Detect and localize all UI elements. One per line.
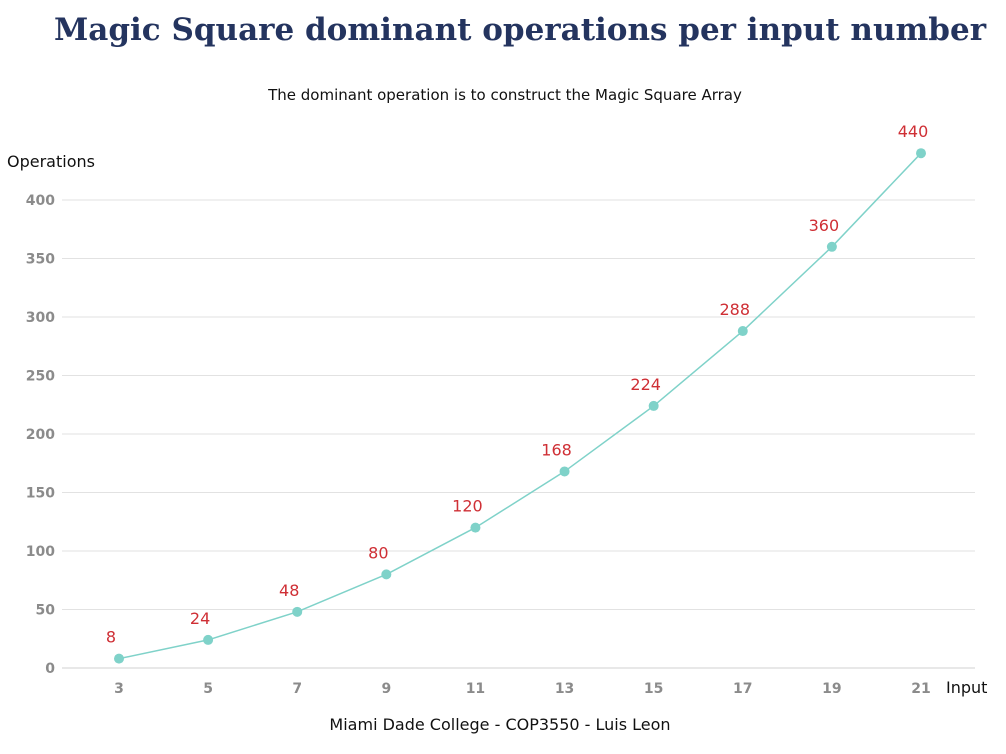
data-point	[826, 241, 837, 252]
y-tick-label: 300	[26, 310, 55, 326]
chart-subtitle: The dominant operation is to construct t…	[267, 86, 742, 104]
data-point	[470, 522, 481, 533]
data-points	[114, 148, 926, 664]
x-axis-ticks: 3 5 7 9 11 13 15 17 19 21	[114, 681, 931, 697]
y-tick-label: 400	[26, 193, 55, 209]
x-tick-label: 7	[292, 681, 302, 697]
y-tick-label: 100	[26, 544, 55, 560]
data-label: 288	[720, 300, 751, 319]
x-tick-label: 3	[114, 681, 124, 697]
chart-footer: Miami Dade College - COP3550 - Luis Leon	[329, 715, 670, 734]
data-label: 24	[190, 609, 210, 628]
data-label: 360	[809, 216, 840, 235]
data-label: 168	[541, 440, 572, 459]
y-axis-ticks: 0 50 100 150 200 250 300 350 400	[26, 193, 55, 677]
data-point	[292, 606, 303, 617]
x-tick-label: 21	[911, 681, 930, 697]
series-line	[118, 152, 922, 660]
x-tick-label: 15	[644, 681, 663, 697]
data-label: 224	[630, 375, 661, 394]
y-tick-label: 350	[26, 252, 55, 268]
data-point	[114, 653, 124, 664]
data-label: 8	[106, 628, 116, 647]
x-tick-label: 9	[381, 681, 391, 697]
x-tick-label: 19	[822, 681, 841, 697]
data-point	[916, 148, 926, 159]
data-point	[203, 634, 214, 645]
series-line	[118, 152, 922, 660]
y-tick-label: 150	[26, 486, 55, 502]
grid-lines	[62, 199, 975, 669]
data-label: 48	[279, 581, 299, 600]
x-tick-label: 11	[466, 681, 485, 697]
data-label: 80	[368, 543, 388, 562]
data-point	[559, 466, 570, 477]
chart-title: Magic Square dominant operations per inp…	[54, 12, 987, 48]
data-point	[737, 326, 748, 337]
x-tick-label: 17	[733, 681, 752, 697]
x-axis-label: Input	[946, 678, 987, 697]
y-tick-label: 50	[36, 603, 56, 619]
y-axis-label: Operations	[7, 152, 95, 171]
data-label: 120	[452, 497, 483, 516]
y-tick-label: 0	[45, 661, 55, 677]
data-labels: 8 24 48 80 120 168 224 288 360 440	[106, 122, 928, 646]
x-tick-label: 5	[203, 681, 213, 697]
x-tick-label: 13	[555, 681, 574, 697]
data-label: 440	[898, 122, 929, 141]
y-tick-label: 250	[26, 369, 55, 385]
data-point	[648, 400, 659, 411]
y-tick-label: 200	[26, 427, 55, 443]
data-point	[381, 569, 392, 580]
